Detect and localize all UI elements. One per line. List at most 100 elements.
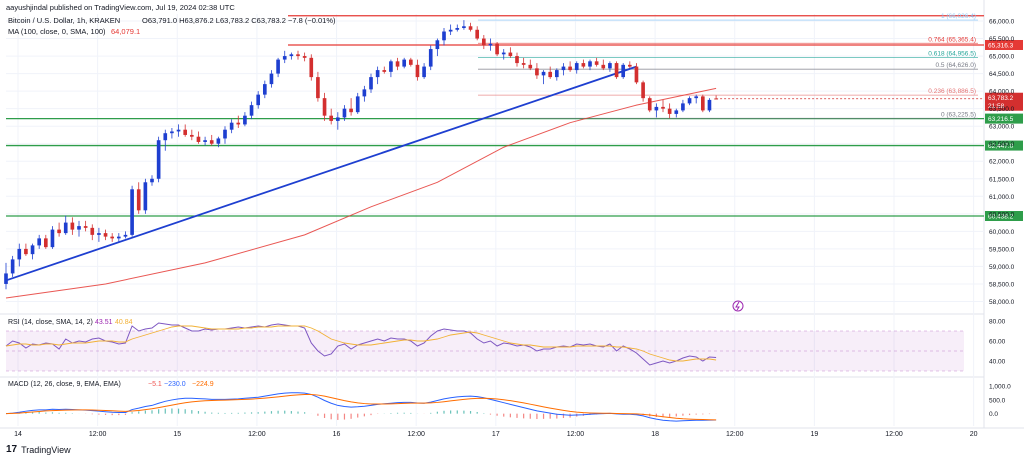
time-tick-label: 19 [810, 431, 818, 438]
candle [687, 96, 692, 106]
macd-histogram-bar [197, 411, 200, 414]
candle-body [302, 56, 307, 58]
rsi-tick-label: 60.00 [989, 339, 1006, 346]
time-tick-label: 12:00 [407, 431, 425, 438]
macd-histogram-bar [124, 413, 127, 415]
macd-histogram-bar [211, 412, 213, 414]
candle-body [150, 178, 154, 183]
candle [641, 80, 645, 102]
candle-body [189, 134, 194, 137]
fib-level-label: 1 (66,026.4) [941, 13, 976, 20]
candle [594, 57, 599, 67]
candle-body [714, 98, 718, 100]
trend-line [5, 65, 637, 282]
candle-body [90, 227, 95, 235]
candle-body [97, 233, 101, 235]
candle-body [627, 64, 632, 67]
candle-body [475, 29, 480, 39]
candle-body [37, 238, 42, 246]
candles-layer[interactable] [4, 20, 718, 290]
candle-body [17, 248, 22, 260]
candle [389, 59, 393, 78]
candle [110, 233, 115, 242]
macd-histogram-bar [104, 413, 107, 415]
macd-histogram-bar [436, 411, 438, 414]
candle-body [136, 189, 141, 211]
macd-histogram-bar [264, 411, 266, 414]
macd-histogram-bar [549, 413, 551, 419]
candle-body [103, 233, 108, 237]
candle [681, 99, 685, 113]
macd-histogram-bar [450, 410, 452, 414]
candle-body [296, 54, 300, 57]
macd-line [5, 392, 717, 422]
candle-body [501, 52, 506, 55]
macd-histogram-bar [330, 413, 332, 420]
candle-body [614, 63, 619, 78]
candle-body [528, 64, 533, 69]
candle [50, 226, 55, 249]
candle-body [143, 182, 148, 211]
macd-histogram-bar [403, 412, 405, 414]
macd-histogram-bar [655, 413, 657, 417]
countdown-label: 21:58 [988, 103, 1005, 110]
macd-histogram-bar [224, 412, 226, 414]
candle-body [654, 106, 659, 111]
macd-tick-label: 500.0 [989, 397, 1006, 404]
macd-histogram-bar [350, 413, 352, 419]
candle [442, 28, 446, 46]
candle [262, 80, 267, 99]
time-tick-label: 12:00 [248, 431, 266, 438]
candle [30, 243, 35, 260]
rsi-tick-label: 40.00 [989, 359, 1006, 366]
fib-level-label: 0.618 (64,956.5) [928, 51, 976, 58]
macd-tick-label: 0.0 [989, 411, 998, 418]
ma-legend-value: 64,079.1 [111, 27, 140, 36]
macd-histogram-bar [695, 413, 697, 415]
candle-body [548, 71, 553, 78]
macd-legend-hist: −5.1 [148, 381, 162, 388]
macd-histogram-bar [158, 409, 160, 414]
macd-legend-signal: −224.9 [192, 381, 214, 388]
macd-histogram-bar [702, 413, 704, 415]
candle-body [362, 89, 367, 97]
candle [448, 24, 453, 36]
candle [701, 94, 705, 113]
price-tick-label: 61,500.0 [989, 176, 1015, 183]
price-tick-label: 65,500.0 [989, 36, 1015, 43]
candle [548, 66, 553, 79]
candle [209, 134, 214, 146]
level-price-tag-label: 62,447.0 [988, 143, 1014, 150]
candle-body [335, 117, 340, 121]
candle [468, 22, 473, 32]
label-layer: aayushjindal published on TradingView.co… [6, 3, 744, 388]
candle [170, 127, 174, 139]
macd-histogram-bar [516, 413, 518, 418]
candle-body [309, 57, 314, 78]
candle-body [681, 103, 685, 111]
candle [408, 57, 413, 67]
macd-histogram-bar [191, 410, 193, 414]
candle-body [442, 31, 446, 41]
candle-body [209, 140, 214, 144]
candle [462, 20, 466, 30]
price-tick-label: 60,500.0 [989, 211, 1015, 218]
level-price-tag [985, 39, 1023, 50]
candle-body [415, 64, 420, 78]
macd-legend-macd: −230.0 [164, 381, 186, 388]
candle [243, 112, 247, 127]
macd-histogram-bar [370, 413, 372, 416]
price-tick-label: 64,000.0 [989, 89, 1015, 96]
time-tick-label: 17 [492, 431, 500, 438]
macd-histogram-bar [204, 411, 206, 414]
macd-histogram-bar [138, 411, 140, 414]
candle [335, 112, 340, 130]
candle [528, 59, 533, 71]
macd-histogram-bar [469, 411, 472, 414]
price-tick-label: 59,500.0 [989, 246, 1015, 253]
macd-histogram-bar [489, 413, 492, 415]
candle [561, 63, 566, 76]
macd-histogram-bar [297, 411, 299, 414]
candle [588, 59, 592, 71]
